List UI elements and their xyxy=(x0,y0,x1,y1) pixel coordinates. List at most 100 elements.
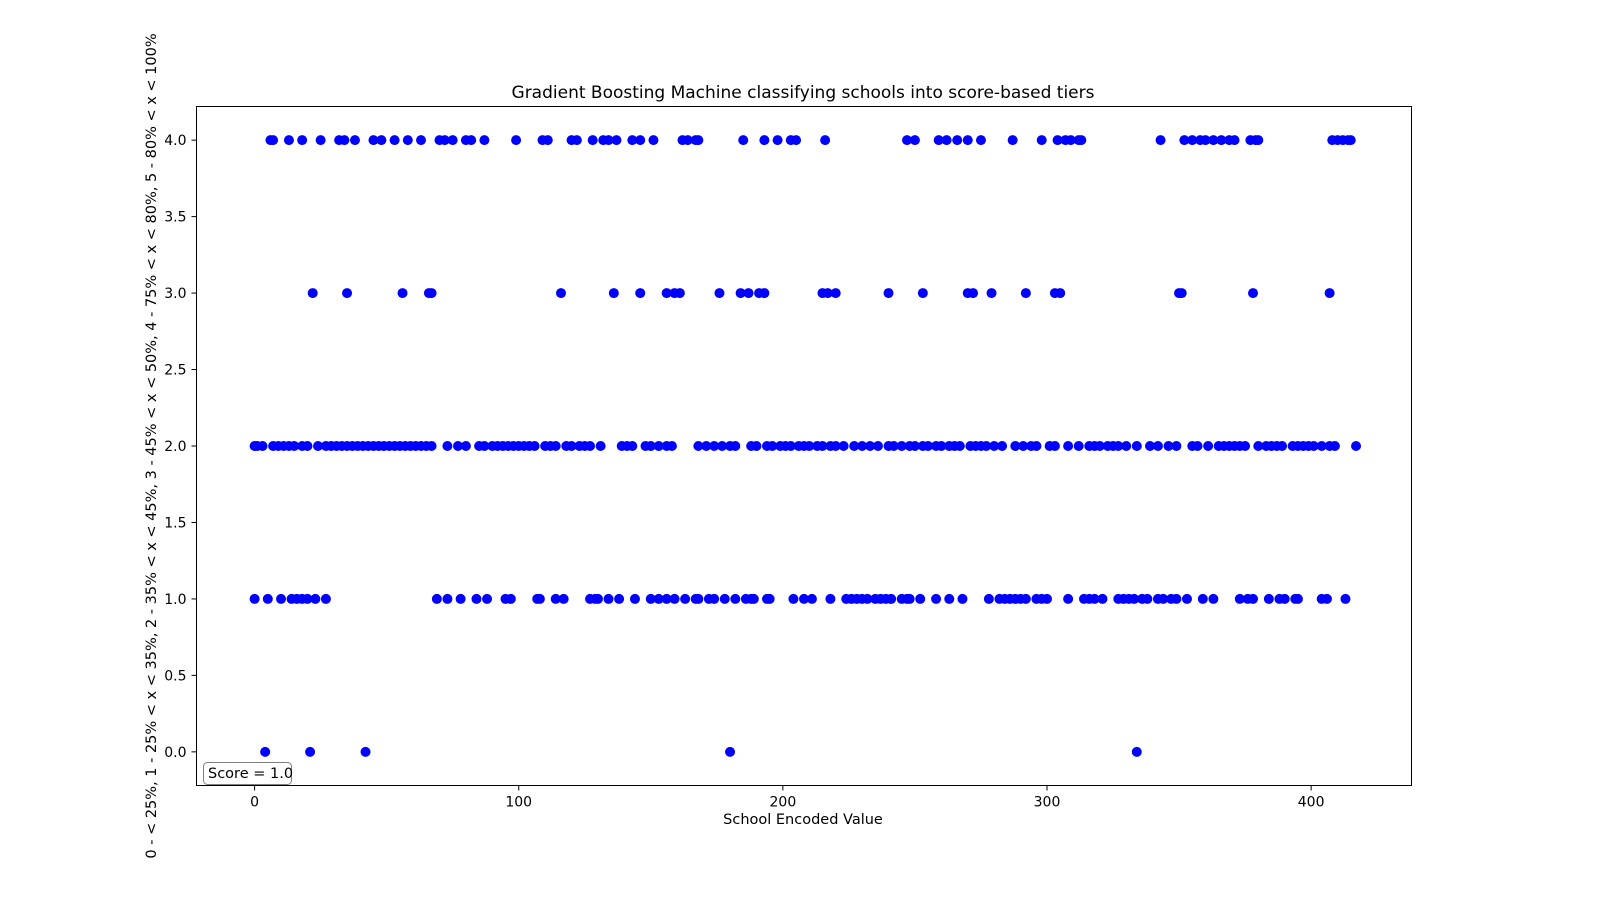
data-point xyxy=(830,288,841,299)
x-tick-label: 300 xyxy=(1034,795,1061,811)
data-point xyxy=(751,441,762,451)
data-point xyxy=(452,441,463,451)
data-point xyxy=(1176,288,1187,299)
data-point xyxy=(759,135,770,146)
data-point xyxy=(666,441,677,451)
data-point xyxy=(262,593,273,604)
data-point xyxy=(1113,441,1124,451)
data-point xyxy=(989,441,1000,451)
points-layer xyxy=(249,135,1362,757)
data-point xyxy=(439,135,450,146)
data-point xyxy=(1240,441,1251,451)
data-point xyxy=(669,593,680,604)
data-point xyxy=(838,441,849,451)
data-point xyxy=(360,746,371,757)
data-point xyxy=(558,593,569,604)
data-point xyxy=(799,593,809,604)
data-point xyxy=(872,441,883,451)
data-point xyxy=(902,135,913,146)
data-point xyxy=(534,593,545,604)
data-point xyxy=(1018,441,1029,451)
data-point xyxy=(817,441,828,451)
data-point xyxy=(460,441,471,451)
data-point xyxy=(627,441,638,451)
data-point xyxy=(1142,593,1153,604)
data-point xyxy=(717,441,728,451)
y-tick-label: 4.0 xyxy=(164,133,186,149)
data-point xyxy=(587,135,598,146)
data-point xyxy=(1197,593,1208,604)
data-point xyxy=(479,135,490,146)
data-point xyxy=(1052,135,1063,146)
data-point xyxy=(1187,135,1198,146)
data-point xyxy=(1253,441,1264,451)
data-point xyxy=(825,593,836,604)
y-tick-label: 2.5 xyxy=(164,363,186,379)
data-point xyxy=(305,746,316,757)
data-point xyxy=(442,441,453,451)
data-point xyxy=(320,593,331,604)
data-point xyxy=(389,135,400,146)
data-point xyxy=(1131,746,1142,757)
y-tick-label: 3.0 xyxy=(164,286,186,302)
data-point xyxy=(1216,135,1227,146)
data-point xyxy=(431,593,442,604)
data-point xyxy=(645,593,656,604)
y-axis-label: 0 - < 25%, 1 - 25% < x < 35%, 2 - 35% < … xyxy=(144,33,160,858)
data-point xyxy=(289,441,300,451)
data-point xyxy=(1042,593,1052,604)
data-point xyxy=(1121,441,1132,451)
data-point xyxy=(614,593,625,604)
data-point xyxy=(954,441,965,451)
data-point xyxy=(1200,135,1211,146)
data-point xyxy=(1208,135,1219,146)
data-point xyxy=(896,441,907,451)
data-point xyxy=(1181,593,1192,604)
data-point xyxy=(772,135,783,146)
data-point xyxy=(997,441,1008,451)
data-point xyxy=(1279,593,1290,604)
data-point xyxy=(1263,593,1274,604)
data-point xyxy=(1248,288,1259,299)
data-point xyxy=(297,135,308,146)
data-point xyxy=(730,593,741,604)
data-point xyxy=(709,441,720,451)
data-point xyxy=(804,441,815,451)
data-point xyxy=(585,441,596,451)
data-point xyxy=(1329,441,1340,451)
data-point xyxy=(767,441,778,451)
data-point xyxy=(791,135,802,146)
data-point xyxy=(883,288,894,299)
data-point xyxy=(529,441,540,451)
data-point xyxy=(550,441,561,451)
data-point xyxy=(611,135,622,146)
data-point xyxy=(709,593,720,604)
data-point xyxy=(904,593,915,604)
data-point xyxy=(1089,593,1100,604)
data-point xyxy=(680,593,691,604)
data-point xyxy=(748,593,759,604)
data-point xyxy=(820,135,831,146)
data-point xyxy=(1063,441,1074,451)
y-tick-label: 1.0 xyxy=(164,592,186,608)
data-point xyxy=(674,288,685,299)
data-point xyxy=(830,441,841,451)
data-point xyxy=(339,135,350,146)
data-point xyxy=(759,288,770,299)
data-point xyxy=(455,593,466,604)
data-point xyxy=(466,135,477,146)
data-point xyxy=(249,593,260,604)
data-point xyxy=(1007,135,1018,146)
y-tick-label: 1.5 xyxy=(164,515,186,531)
data-point xyxy=(1253,135,1264,146)
data-point xyxy=(556,288,566,299)
data-point xyxy=(701,441,712,451)
data-point xyxy=(1208,593,1219,604)
data-point xyxy=(1163,441,1174,451)
data-point xyxy=(608,288,619,299)
data-point xyxy=(1094,441,1105,451)
data-point xyxy=(1179,135,1190,146)
data-point xyxy=(645,441,656,451)
data-point xyxy=(738,135,749,146)
data-point xyxy=(1340,593,1351,604)
